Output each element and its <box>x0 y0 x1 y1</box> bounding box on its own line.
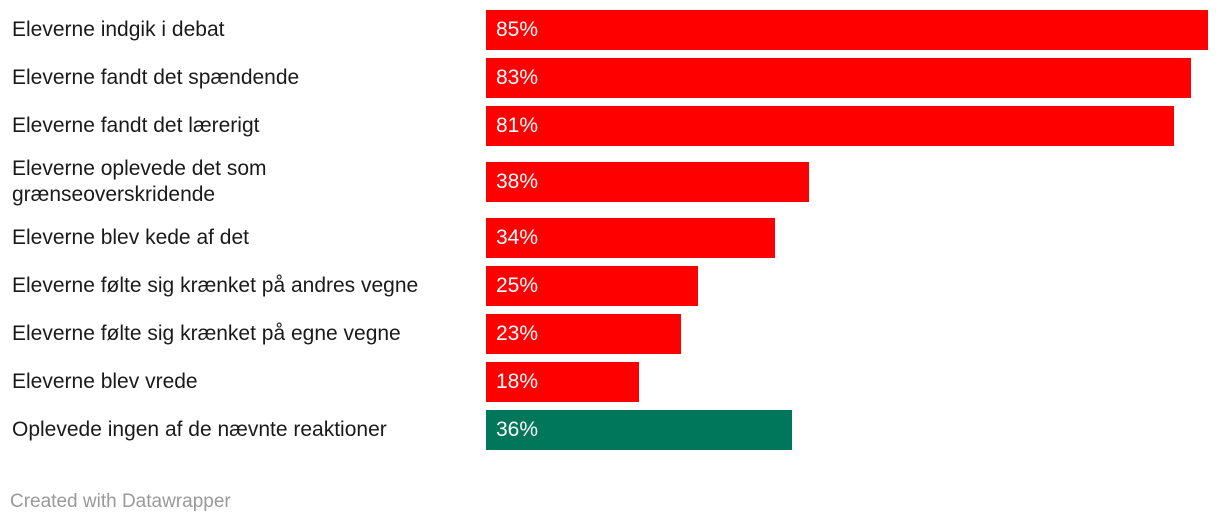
bar: 83% <box>486 58 1191 98</box>
bar-row: Eleverne indgik i debat 85% <box>0 10 1220 50</box>
category-label: Eleverne indgik i debat <box>12 18 225 41</box>
bar-value-label: 36% <box>496 418 539 441</box>
bar-value-label: 34% <box>496 226 539 249</box>
bar-row: Oplevede ingen af de nævnte reaktioner 36… <box>0 410 1220 450</box>
bar-value-label: 85% <box>496 18 539 41</box>
category-label: Eleverne blev vrede <box>12 370 198 393</box>
bar-value-label: 23% <box>496 322 539 345</box>
category-label: Eleverne oplevede det som grænseoverskri… <box>12 157 267 206</box>
bar: 34% <box>486 218 775 258</box>
bar-row: Eleverne følte sig krænket på andres veg… <box>0 266 1220 306</box>
bar-row: Eleverne følte sig krænket på egne vegne… <box>0 314 1220 354</box>
bar: 85% <box>486 10 1208 50</box>
bar-value-label: 81% <box>496 114 539 137</box>
bar-row: Eleverne fandt det spændende 83% <box>0 58 1220 98</box>
bar: 38% <box>486 162 809 202</box>
bar: 25% <box>486 266 698 306</box>
bar-row: Eleverne blev kede af det 34% <box>0 218 1220 258</box>
bar: 81% <box>486 106 1174 146</box>
bar: 18% <box>486 362 639 402</box>
footer-credit: Created with Datawrapper <box>10 491 231 512</box>
bar-value-label: 18% <box>496 370 539 393</box>
bar-value-label: 25% <box>496 274 539 297</box>
bar-row: Eleverne oplevede det som grænseoverskri… <box>0 154 1220 210</box>
category-label: Eleverne følte sig krænket på egne vegne <box>12 322 401 345</box>
bar-row: Eleverne blev vrede 18% <box>0 362 1220 402</box>
category-label: Eleverne følte sig krænket på andres veg… <box>12 274 419 297</box>
bar-row: Eleverne fandt det lærerigt 81% <box>0 106 1220 146</box>
bar: 23% <box>486 314 681 354</box>
category-label: Oplevede ingen af de nævnte reaktioner <box>12 418 387 441</box>
bar: 36% <box>486 410 792 450</box>
bar-value-label: 83% <box>496 66 539 89</box>
bar-value-label: 38% <box>496 170 539 193</box>
category-label: Eleverne fandt det lærerigt <box>12 114 260 137</box>
bar-chart: Eleverne indgik i debat 85% Eleverne fandt… <box>0 10 1220 450</box>
category-label: Eleverne blev kede af det <box>12 226 249 249</box>
category-label: Eleverne fandt det spændende <box>12 66 300 89</box>
